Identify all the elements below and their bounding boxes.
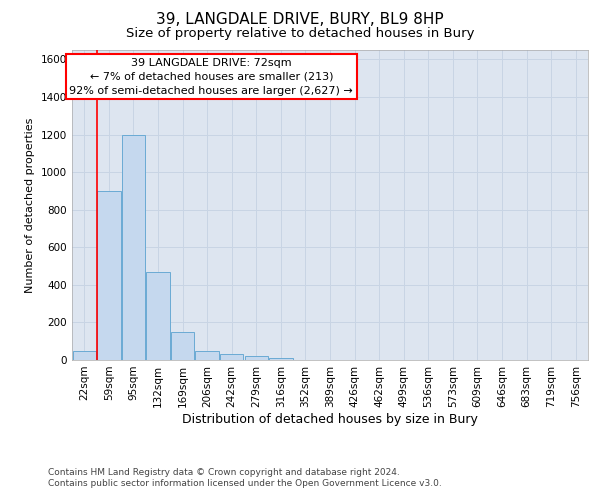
Text: Size of property relative to detached houses in Bury: Size of property relative to detached ho… (126, 28, 474, 40)
Bar (220, 354, 244, 360)
Bar (269, 358, 293, 360)
Bar (171, 332, 194, 360)
Text: Contains HM Land Registry data © Crown copyright and database right 2024.
Contai: Contains HM Land Registry data © Crown c… (48, 468, 442, 487)
Bar (196, 350, 219, 360)
Bar (245, 356, 268, 360)
Bar (73, 350, 96, 360)
Text: 39 LANGDALE DRIVE: 72sqm
← 7% of detached houses are smaller (213)
92% of semi-d: 39 LANGDALE DRIVE: 72sqm ← 7% of detache… (70, 58, 353, 96)
Bar (97, 191, 121, 360)
X-axis label: Distribution of detached houses by size in Bury: Distribution of detached houses by size … (182, 412, 478, 426)
Bar (122, 134, 145, 360)
Text: 39, LANGDALE DRIVE, BURY, BL9 8HP: 39, LANGDALE DRIVE, BURY, BL9 8HP (156, 12, 444, 28)
Bar (146, 272, 170, 360)
Y-axis label: Number of detached properties: Number of detached properties (25, 118, 35, 292)
